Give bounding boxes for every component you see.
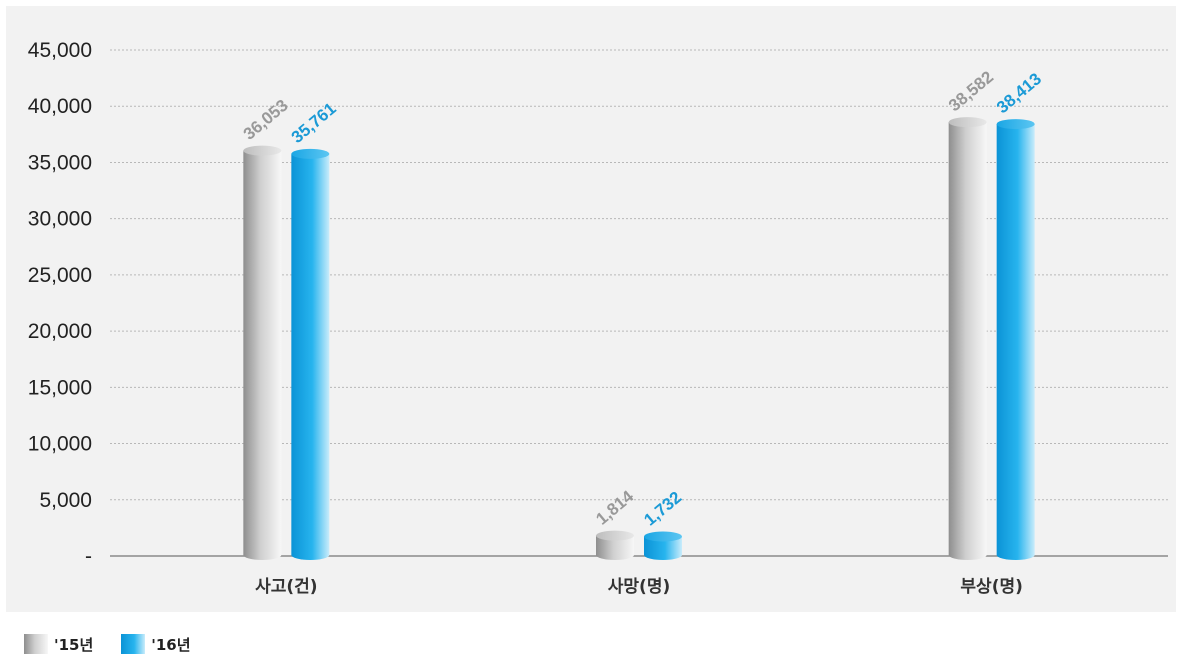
data-label: 1,814 — [592, 486, 637, 528]
legend-swatch-2016 — [121, 634, 146, 654]
bar-2016 — [291, 148, 330, 560]
bar-top — [948, 117, 987, 128]
bar-body — [596, 535, 634, 560]
chart-area: - 5,000 10,000 15,000 20,000 25,000 30,000 35,0… — [6, 6, 1176, 612]
bar-body — [996, 124, 1035, 560]
x-category-label: 부상(명) — [960, 577, 1022, 597]
legend-swatch-2015 — [24, 634, 48, 654]
data-label: 38,582 — [945, 67, 997, 115]
y-tick-label: - — [85, 545, 92, 568]
y-tick-label: 35,000 — [28, 151, 92, 174]
bar-chart: - 5,000 10,000 15,000 20,000 25,000 30,000 35,0… — [28, 39, 1168, 597]
y-tick-label: 30,000 — [28, 208, 92, 231]
y-tick-label: 25,000 — [28, 264, 92, 287]
bar-top — [644, 531, 682, 542]
legend-label-2015: '15년 — [54, 635, 94, 654]
bar-2015 — [948, 117, 987, 561]
bar-body — [644, 536, 682, 560]
y-tick-label: 20,000 — [28, 320, 92, 343]
bar-2016 — [644, 531, 682, 560]
data-label: 36,053 — [240, 96, 292, 144]
bar-2015 — [243, 145, 282, 560]
legend-item-2016: '16년 — [121, 634, 191, 655]
y-tick-label: 10,000 — [28, 433, 92, 456]
bar-body — [948, 122, 987, 561]
data-label: 38,413 — [993, 69, 1045, 117]
bar-2016 — [996, 119, 1035, 560]
legend-item-2015: '15년 — [24, 634, 93, 655]
legend-label-2016: '16년 — [151, 635, 191, 654]
bar-2015 — [596, 530, 634, 560]
bar-top — [243, 145, 282, 156]
y-tick-label: 15,000 — [28, 376, 92, 399]
bar-top — [996, 119, 1035, 130]
x-category-label: 사망(명) — [608, 577, 670, 597]
y-tick-label: 40,000 — [28, 95, 92, 118]
bar-top — [291, 148, 330, 159]
y-tick-label: 45,000 — [28, 39, 92, 62]
y-tick-label: 5,000 — [39, 489, 92, 512]
bar-top — [596, 530, 634, 541]
bar-body — [243, 150, 282, 560]
bar-body — [291, 153, 330, 560]
x-category-label: 사고(건) — [255, 577, 317, 597]
legend: '15년 '16년 — [24, 632, 219, 656]
data-label: 1,732 — [640, 488, 685, 530]
